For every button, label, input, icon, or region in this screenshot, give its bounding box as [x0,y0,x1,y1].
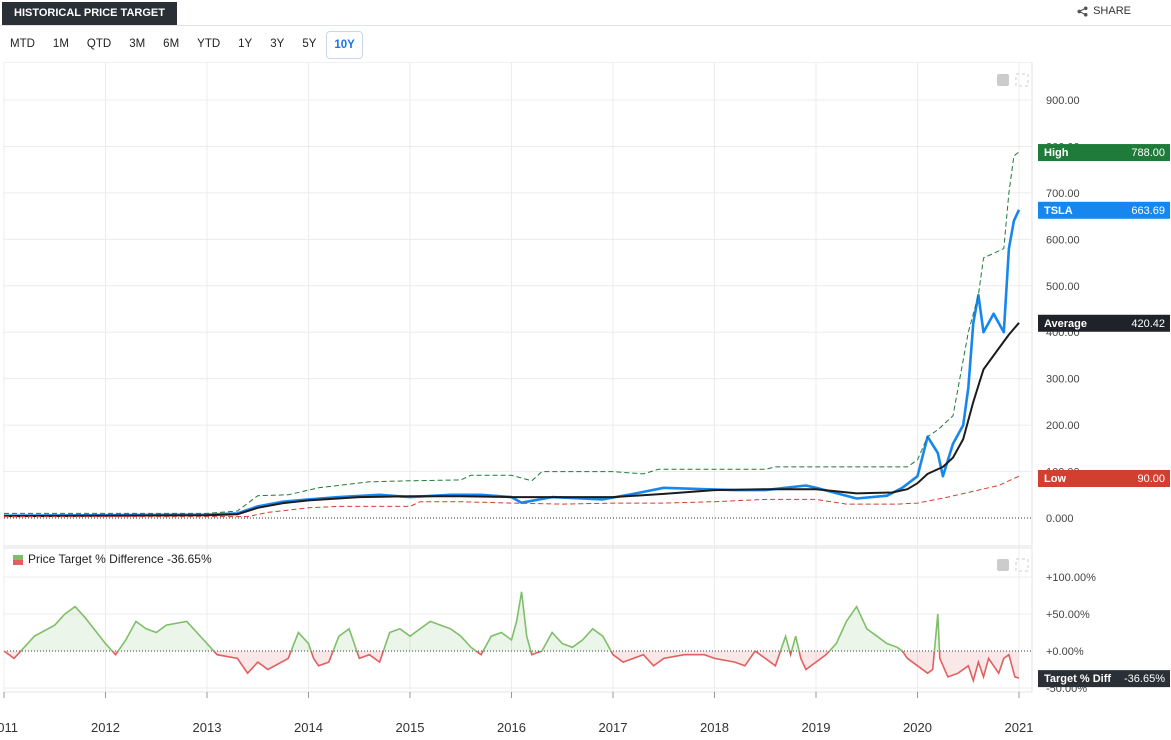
share-label: SHARE [1093,5,1131,17]
diff-series: Price Target % Difference -36.65% [3,552,1020,684]
y-tick-main-5: 500.00 [1046,281,1080,293]
range-mtd[interactable]: MTD [10,38,35,50]
range-5y[interactable]: 5Y [302,38,317,50]
fullscreen-icon [1015,73,1029,87]
y-tick-sub-2: +50.00% [1046,609,1090,621]
x-tick-2017: 2017 [599,720,628,735]
series-high [4,151,1020,514]
y-tick-main-9: 900.00 [1046,95,1080,107]
x-tick-2021: 2021 [1005,720,1034,735]
range-qtd[interactable]: QTD [86,38,112,50]
main-series [3,151,1021,518]
label-value-average: 420.42 [1131,318,1165,330]
value-labels: High 788.00 TSLA 663.69 Average 420.42 Low 90.0… [1038,144,1170,688]
price-target-chart: Price Target % Difference -36.65% 0.0001… [0,62,1170,735]
range-3m[interactable]: 3M [129,38,146,50]
label-value-price: 663.69 [1131,205,1165,217]
diff-area-positive [4,591,1019,651]
upload-icon [997,559,1009,571]
diff-area-negative [4,651,1019,681]
top-bar: HISTORICAL PRICE TARGET SHARE [0,0,1171,26]
label-box-average [1038,314,1170,332]
y-tick-main-7: 700.00 [1046,188,1080,200]
diff-legend: Price Target % Difference -36.65% [28,552,212,566]
range-6m[interactable]: 6M [163,38,180,50]
x-tick-2015: 2015 [396,720,425,735]
range-1m[interactable]: 1M [52,38,69,50]
label-box-low [1038,470,1170,487]
label-value-high: 788.00 [1131,147,1165,159]
y-tick-sub-3: +100.00% [1046,572,1096,584]
label-name-high: High [1044,147,1069,159]
x-tick-2019: 2019 [802,720,831,735]
share-icon [1077,5,1088,17]
label-box-target-diff [1038,670,1170,688]
fullscreen-sub-icon [1015,558,1029,572]
y-tick-main-6: 600.00 [1046,234,1080,246]
x-tick-2014: 2014 [294,720,323,735]
y-tick-main-3: 300.00 [1046,374,1080,386]
range-1y[interactable]: 1Y [238,38,253,50]
chart-tools [997,73,1029,572]
diff-line-positive [4,591,941,651]
y-tick-sub-1: +0.00% [1046,646,1084,658]
range-10y[interactable]: 10Y [326,31,363,59]
x-tick-2018: 2018 [700,720,729,735]
series-low [4,475,1020,518]
x-tick-2013: 2013 [193,720,222,735]
label-box-high [1038,144,1170,162]
legend-swatch-neg [13,560,23,565]
series-average [3,322,1020,518]
share-button[interactable]: SHARE [1077,5,1131,17]
x-tick-2012: 2012 [91,720,120,735]
range-3y[interactable]: 3Y [270,38,285,50]
x-tick-2011: 2011 [0,720,18,735]
diff-line-negative [3,651,1020,684]
y-tick-main-0: 0.000 [1046,513,1074,525]
x-tick-2016: 2016 [497,720,526,735]
label-name-price: TSLA [1044,205,1073,217]
panel-title: HISTORICAL PRICE TARGET [2,2,177,25]
label-value-low: 90.00 [1137,473,1165,485]
label-name-target-diff: Target % Diff [1044,673,1111,685]
legend-swatch-pos [13,555,23,560]
range-ytd[interactable]: YTD [197,38,221,50]
range-selector: MTD 1M QTD 3M 6M YTD 1Y 3Y 5Y 10Y [2,31,365,59]
main-frame [3,62,1033,547]
download-icon [997,74,1009,86]
label-name-average: Average [1044,318,1087,330]
label-value-target-diff: -36.65% [1124,673,1165,685]
y-tick-main-2: 200.00 [1046,420,1080,432]
x-tick-2020: 2020 [903,720,932,735]
grid [3,62,1033,693]
label-name-low: Low [1044,473,1066,485]
label-box-price [1038,201,1170,219]
